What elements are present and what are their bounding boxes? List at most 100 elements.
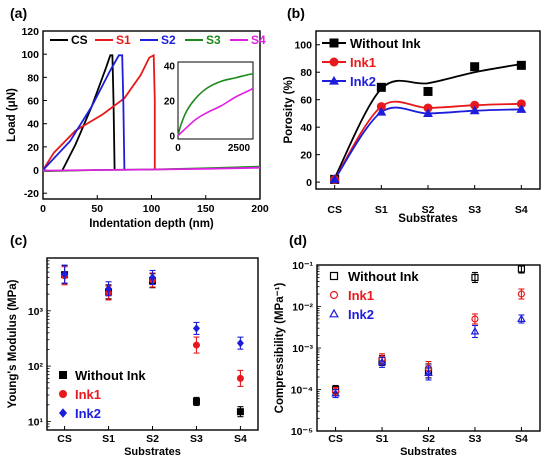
panel-a-legend-entry: S3	[206, 33, 221, 47]
panel-c-ylabel: Young's Modulus (MPa)	[7, 279, 19, 408]
panel-c-point-2-4	[236, 338, 244, 348]
panel-b-legend-marker	[329, 38, 339, 48]
panel-a-inset-series-s4	[177, 87, 254, 137]
panel-d-point-2-3	[470, 326, 480, 335]
panel-b-ytick-label: 0	[306, 177, 312, 189]
panel-c-point-2-3	[192, 324, 200, 333]
panel-a-inset-xtick-label: 2500	[228, 143, 251, 154]
panel-c-point-1-4	[236, 374, 244, 382]
panel-b-label: (b)	[287, 5, 305, 21]
panel-d-legend-marker	[329, 308, 339, 318]
panel-a-inset-series-s3	[177, 73, 254, 136]
panel-a-inset-xtick-label: 0	[175, 143, 181, 154]
panel-d-legend-marker	[329, 290, 339, 300]
panel-c-label: (c)	[10, 232, 27, 248]
panel-d-ylabel: Compressibility (MPa⁻¹)	[274, 283, 286, 414]
panel-d-point-2-1	[377, 357, 387, 366]
panel-b-xtick-label: CS	[327, 204, 342, 216]
panel-d-legend-entry: Ink2	[348, 307, 374, 322]
panel-d-xtick-label: S4	[515, 433, 528, 445]
panel-c-xtick-label: CS	[57, 433, 72, 445]
panel-b-xtick-label: S4	[515, 204, 528, 216]
panel-a-series-s4	[42, 166, 261, 172]
panel-a-legend-entry: S2	[161, 33, 176, 47]
panel-d-point-2-2	[424, 368, 433, 376]
panel-d-point-0-4	[517, 265, 526, 273]
panel-b-ytick-label: 80	[300, 67, 312, 79]
panel-c-point-0-3	[192, 397, 200, 405]
panel-a-ytick-label: 80	[27, 72, 39, 84]
panel-a-series-s1	[42, 53, 156, 171]
panel-b-legend-entry: Without Ink	[350, 36, 421, 51]
panel-d-legend-entry: Without Ink	[348, 269, 419, 284]
panel-d-point-1-4	[517, 290, 526, 298]
panel-b-point-2-4	[516, 104, 527, 113]
panel-c-xlabel: Substrates	[124, 446, 181, 458]
panel-c-ytick-label: 10²	[28, 361, 44, 373]
panel-d-xtick-label: S1	[376, 433, 389, 445]
panel-c-xtick-label: S2	[146, 433, 159, 445]
panel-d-point-1-3	[471, 315, 479, 323]
panel-b-xtick-label: S3	[468, 204, 481, 216]
panel-a-xtick-label: 150	[197, 203, 215, 215]
panel-b-ylabel: Porosity (%)	[283, 76, 295, 143]
panel-a-xtick-label: 200	[251, 203, 269, 215]
panel-b-ytick-label: 60	[300, 95, 312, 107]
panel-d-ytick-label: 10⁻³	[292, 343, 313, 355]
panel-c-point-2-0	[61, 269, 69, 279]
panel-d-legend-marker	[329, 271, 339, 281]
panel-b-fit-line-0	[333, 63, 522, 179]
panel-a-xtick-label: 0	[40, 203, 46, 215]
panel-c-legend-entry: Ink1	[75, 387, 101, 402]
panel-a-ylabel: Load (μN)	[6, 88, 18, 142]
panel-b-point-1-2	[423, 103, 433, 113]
panel-b-point-2-3	[469, 105, 480, 115]
panel-b-ytick-label: 40	[300, 122, 312, 134]
panel-d-xtick-label: CS	[328, 433, 343, 445]
panel-a-ytick-label: 40	[27, 119, 39, 131]
panel-d-point-2-0	[331, 388, 340, 397]
panel-b-point-2-0	[329, 174, 340, 183]
panel-b-point-0-2	[423, 86, 433, 96]
panel-c-point-1-3	[192, 341, 200, 349]
panel-a-inset-ytick-label: 20	[164, 97, 176, 108]
panel-c-xtick-label: S4	[234, 433, 247, 445]
panel-a-series-s2	[42, 54, 126, 171]
panel-c-legend-marker	[59, 390, 67, 398]
panel-b-point-0-4	[516, 60, 526, 70]
panel-d-label: (d)	[289, 232, 307, 248]
panel-b-xtick-label: S1	[375, 204, 388, 216]
panel-a-ytick-label: -20	[24, 188, 39, 200]
panel-a-inset-ytick-label: 40	[164, 62, 176, 73]
panel-a-inset-frame	[177, 61, 254, 140]
panel-c-legend-entry: Without Ink	[75, 368, 146, 383]
panel-b-xlabel: Substrates	[398, 213, 457, 225]
panel-a-ytick-label: 120	[21, 26, 39, 38]
panel-c-xtick-label: S1	[102, 433, 115, 445]
panel-b-point-0-3	[470, 62, 480, 72]
panel-d-ytick-label: 10⁻¹	[292, 260, 313, 272]
panel-b-legend-entry: Ink2	[350, 74, 376, 89]
panel-b-point-2-1	[376, 106, 387, 116]
panel-c-legend-entry: Ink2	[75, 406, 101, 421]
panel-b-legend-entry: Ink1	[350, 55, 376, 70]
panel-c-point-0-4	[236, 408, 244, 416]
panel-b-point-1-3	[470, 100, 480, 110]
panel-d-point-0-3	[471, 273, 479, 282]
panel-a-xtick-label: 100	[143, 203, 161, 215]
panel-b-legend-marker	[329, 75, 339, 85]
panel-d-ytick-label: 10⁻²	[292, 302, 313, 314]
panel-a-legend-entry: CS	[71, 33, 88, 47]
panel-c-ytick-label: 10³	[28, 306, 44, 318]
panel-c-legend-marker	[59, 408, 67, 418]
panel-c-point-2-2	[149, 273, 156, 282]
panel-d-xtick-label: S2	[422, 433, 435, 445]
panel-b-point-2-2	[423, 108, 433, 118]
panel-d-point-2-4	[517, 314, 526, 322]
panel-b-point-1-4	[516, 99, 526, 109]
panel-c-xtick-label: S3	[190, 433, 203, 445]
panel-d-ytick-label: 10⁻⁵	[291, 426, 313, 438]
panel-a-xtick-label: 50	[91, 203, 103, 215]
panel-b-point-0-1	[376, 82, 386, 92]
